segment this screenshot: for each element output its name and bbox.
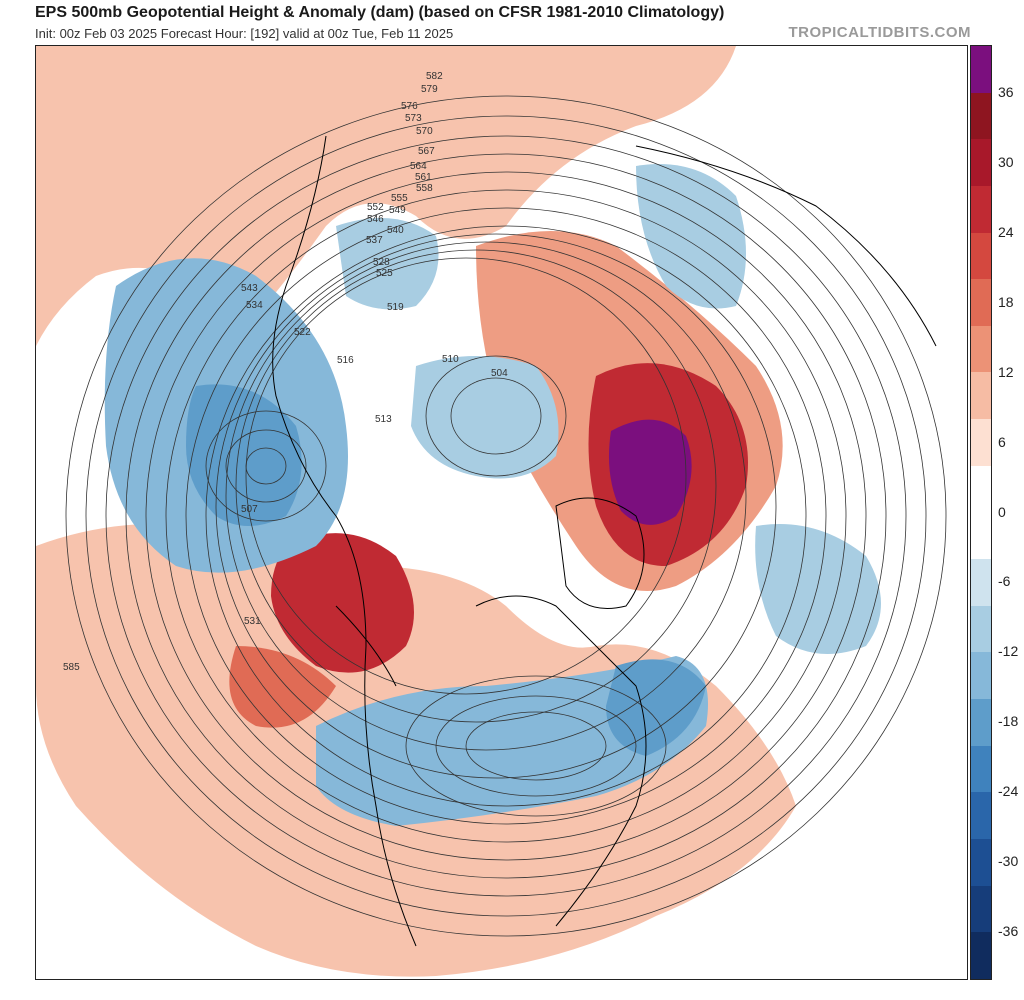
contour-label: 555 — [391, 193, 408, 204]
colorbar-segment — [971, 559, 991, 606]
colorbar-segment — [971, 652, 991, 699]
contour-label: 519 — [387, 302, 404, 313]
chart-title: EPS 500mb Geopotential Height & Anomaly … — [35, 4, 725, 21]
contour-label: 528 — [373, 257, 390, 268]
contour-label: 516 — [337, 355, 354, 366]
contour-label: 582 — [426, 71, 443, 82]
map-panel: 582 579 576 573 570 567 564 561 558 555 … — [35, 45, 968, 980]
contour-label: 567 — [418, 146, 435, 157]
colorbar — [970, 45, 992, 980]
colorbar-tick-label: 0 — [998, 503, 1006, 520]
height-contours — [65, 95, 947, 937]
colorbar-segment — [971, 838, 991, 886]
contour-label: 525 — [376, 268, 393, 279]
colorbar-tick-label: 36 — [998, 83, 1014, 100]
contour-label: 513 — [375, 414, 392, 425]
contour-label: 540 — [387, 225, 404, 236]
colorbar-segment — [971, 465, 991, 513]
contour-label: 522 — [294, 327, 311, 338]
colorbar-segment — [971, 745, 991, 793]
contour-labels: 582 579 576 573 570 567 564 561 558 555 … — [63, 71, 508, 673]
colorbar-segment — [971, 698, 991, 746]
contour-label: 576 — [401, 101, 418, 112]
colorbar-segment — [971, 419, 991, 466]
colorbar-tick-label: -6 — [998, 573, 1011, 590]
contour-label: 585 — [63, 662, 80, 673]
contour-label: 543 — [241, 283, 258, 294]
contour-label: 564 — [410, 161, 427, 172]
colorbar-segment — [971, 325, 991, 373]
colorbar-tick-label: -18 — [998, 713, 1019, 730]
contour-label: 507 — [241, 504, 258, 515]
colorbar-segment — [971, 279, 991, 326]
colorbar-tick-label: 12 — [998, 363, 1014, 380]
colorbar-segment — [971, 46, 991, 93]
brand-watermark: TROPICALTIDBITS.COM — [788, 24, 971, 41]
contour-label: 570 — [416, 126, 433, 137]
map-svg: 582 579 576 573 570 567 564 561 558 555 … — [36, 46, 967, 979]
anomaly-fill-layer — [36, 46, 967, 979]
contour-label: 534 — [246, 300, 263, 311]
colorbar-tick-label: 6 — [998, 433, 1006, 450]
colorbar-segment — [971, 792, 991, 839]
colorbar-segment — [971, 605, 991, 653]
contour-label: 579 — [421, 84, 438, 95]
colorbar-segment — [971, 232, 991, 280]
colorbar-segment — [971, 932, 991, 979]
contour-label: 552 — [367, 202, 384, 213]
colorbar-segment — [971, 185, 991, 233]
contour-label: 504 — [491, 368, 508, 379]
contour-label: 549 — [389, 205, 406, 216]
colorbar-segment — [971, 139, 991, 186]
chart-subtitle: Init: 00z Feb 03 2025 Forecast Hour: [19… — [35, 26, 454, 41]
contour-label: 546 — [367, 214, 384, 225]
contour-label: 573 — [405, 113, 422, 124]
contour-label: 510 — [442, 354, 459, 365]
colorbar-tick-label: 18 — [998, 293, 1014, 310]
contour-label: 561 — [415, 172, 432, 183]
contour-label: 537 — [366, 235, 383, 246]
contour-label: 558 — [416, 183, 433, 194]
contour-label: 531 — [244, 616, 261, 627]
colorbar-segment — [971, 512, 991, 560]
colorbar-tick-label: -36 — [998, 923, 1019, 940]
colorbar-tick-label: 24 — [998, 223, 1014, 240]
colorbar-segment — [971, 92, 991, 140]
coastlines — [272, 135, 937, 947]
colorbar-tick-label: -24 — [998, 783, 1019, 800]
colorbar-tick-label: 30 — [998, 153, 1014, 170]
colorbar-segment — [971, 372, 991, 420]
colorbar-segment — [971, 885, 991, 933]
colorbar-tick-label: -12 — [998, 643, 1019, 660]
colorbar-tick-label: -30 — [998, 853, 1019, 870]
